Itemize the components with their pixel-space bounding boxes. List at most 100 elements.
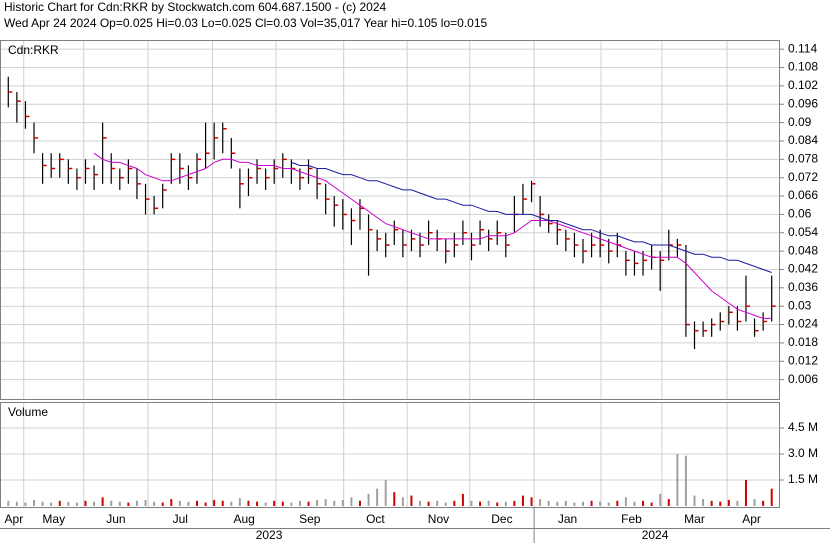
volume-bar bbox=[316, 499, 319, 506]
chart-title: Historic Chart for Cdn:RKR by Stockwatch… bbox=[4, 0, 386, 14]
volume-bar bbox=[281, 501, 284, 506]
x-tick-label: Dec bbox=[491, 512, 512, 526]
volume-bar bbox=[350, 497, 353, 506]
volume-bar bbox=[341, 499, 344, 506]
volume-bar bbox=[247, 500, 250, 506]
volume-bar bbox=[67, 501, 70, 506]
volume-bar bbox=[633, 501, 636, 506]
x-tick-label: Apr bbox=[5, 512, 24, 526]
volume-bar bbox=[642, 500, 645, 506]
volume-bar bbox=[762, 500, 765, 506]
y-tick-label: 0.054 bbox=[788, 225, 818, 239]
x-tick-label: Oct bbox=[366, 512, 385, 526]
volume-bar bbox=[727, 499, 730, 506]
volume-bar bbox=[684, 455, 687, 506]
volume-bar bbox=[419, 500, 422, 506]
panel-frame bbox=[0, 40, 780, 400]
volume-bar bbox=[290, 502, 293, 506]
y-tick-label: 0.006 bbox=[788, 372, 818, 386]
volume-bar bbox=[170, 499, 173, 506]
x-tick-label: May bbox=[42, 512, 65, 526]
x-tick-label: Mar bbox=[684, 512, 705, 526]
y-tick-label: 0.096 bbox=[788, 96, 818, 110]
volume-bar bbox=[539, 499, 542, 506]
volume-bar bbox=[273, 500, 276, 506]
y-tick-label: 0.072 bbox=[788, 170, 818, 184]
volume-bar bbox=[401, 497, 404, 506]
volume-bar bbox=[230, 501, 233, 506]
volume-bar bbox=[204, 502, 207, 506]
x-tick-label: Nov bbox=[428, 512, 449, 526]
volume-bar bbox=[333, 500, 336, 506]
volume-bar bbox=[530, 497, 533, 506]
volume-bar bbox=[676, 454, 679, 506]
volume-bar bbox=[513, 500, 516, 506]
year-label: 2024 bbox=[642, 528, 669, 542]
x-tick-label: Jan bbox=[558, 512, 577, 526]
volume-bar bbox=[264, 502, 267, 506]
volume-bar bbox=[213, 499, 216, 506]
volume-bar bbox=[15, 501, 18, 506]
volume-bar bbox=[590, 500, 593, 506]
volume-bar bbox=[178, 500, 181, 506]
volume-bar bbox=[84, 500, 87, 506]
volume-bar bbox=[153, 501, 156, 506]
volume-bar bbox=[624, 497, 627, 506]
volume-bar bbox=[710, 500, 713, 506]
volume-bar bbox=[384, 480, 387, 506]
volume-bar bbox=[504, 501, 507, 506]
volume-bar bbox=[367, 493, 370, 506]
volume-bar bbox=[144, 499, 147, 506]
volume-bar bbox=[736, 500, 739, 506]
volume-bar bbox=[58, 500, 61, 506]
volume-bar bbox=[616, 500, 619, 506]
volume-bar bbox=[393, 492, 396, 506]
y-tick-label: 0.06 bbox=[788, 207, 812, 221]
volume-bar bbox=[470, 500, 473, 506]
volume-bar bbox=[599, 501, 602, 506]
chart-subtitle: Wed Apr 24 2024 Op=0.025 Hi=0.03 Lo=0.02… bbox=[4, 16, 488, 30]
y-tick-label: 3.0 M bbox=[788, 446, 818, 460]
volume-bar bbox=[582, 501, 584, 506]
volume-bar bbox=[75, 502, 78, 506]
volume-bar bbox=[607, 502, 610, 506]
y-tick-label: 1.5 M bbox=[788, 472, 818, 486]
y-tick-label: 0.078 bbox=[788, 152, 818, 166]
y-tick-label: 0.018 bbox=[788, 335, 818, 349]
volume-bar bbox=[324, 499, 327, 506]
volume-bar bbox=[521, 495, 524, 506]
volume-bar bbox=[196, 500, 198, 506]
volume-bar bbox=[667, 499, 670, 506]
y-tick-label: 0.012 bbox=[788, 353, 818, 367]
volume-bar bbox=[556, 501, 559, 506]
x-tick-label: Jul bbox=[173, 512, 188, 526]
volume-bar bbox=[358, 500, 361, 506]
y-tick-label: 0.024 bbox=[788, 317, 818, 331]
y-tick-label: 0.108 bbox=[788, 60, 818, 74]
y-tick-label: 0.042 bbox=[788, 262, 818, 276]
volume-bar bbox=[110, 500, 113, 506]
x-tick-label: Feb bbox=[621, 512, 642, 526]
panel-label: Volume bbox=[8, 405, 48, 419]
y-tick-label: 0.084 bbox=[788, 133, 818, 147]
volume-bar bbox=[719, 501, 722, 506]
volume-bar bbox=[410, 495, 413, 506]
y-tick-label: 4.5 M bbox=[788, 420, 818, 434]
volume-bar bbox=[221, 500, 224, 506]
volume-bar bbox=[650, 502, 653, 506]
volume-bar bbox=[444, 502, 447, 506]
volume-bar bbox=[753, 499, 756, 506]
x-tick-label: Sep bbox=[299, 512, 321, 526]
x-tick-label: Jun bbox=[106, 512, 125, 526]
volume-bar bbox=[376, 488, 379, 506]
volume-bar bbox=[702, 499, 705, 506]
volume-bar bbox=[101, 497, 104, 506]
volume-bar bbox=[33, 499, 36, 506]
y-tick-label: 0.114 bbox=[788, 41, 817, 55]
year-label: 2023 bbox=[256, 528, 283, 542]
volume-bar bbox=[238, 498, 241, 506]
volume-bar bbox=[659, 493, 662, 506]
volume-bar bbox=[496, 502, 499, 506]
